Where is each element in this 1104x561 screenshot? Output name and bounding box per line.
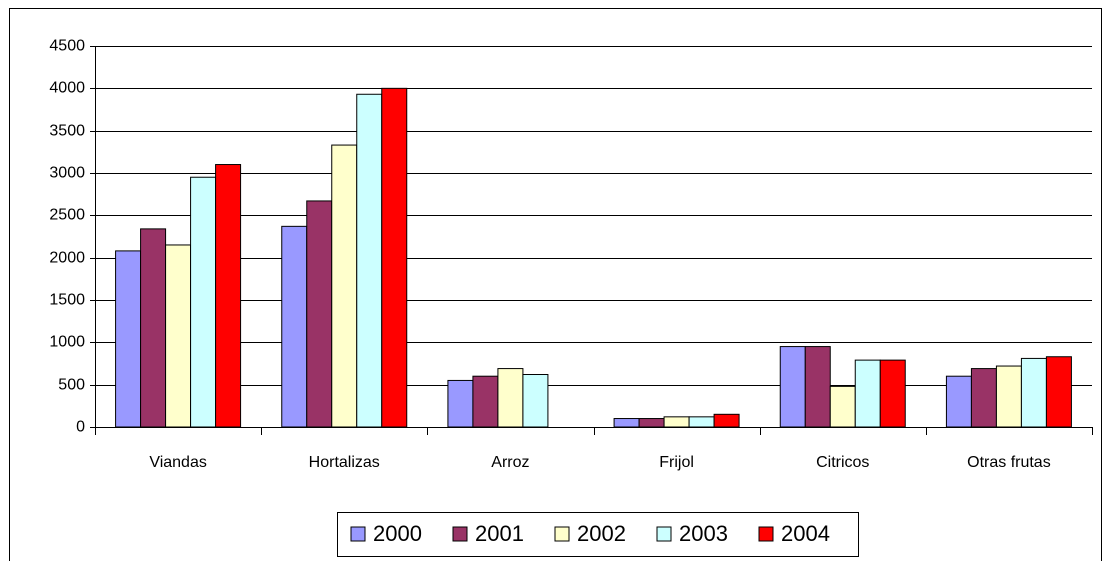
x-tick-label: Viandas <box>149 454 207 471</box>
y-tick-label: 0 <box>76 419 85 436</box>
y-tick-label: 500 <box>58 377 85 394</box>
legend-label: 2004 <box>781 521 830 546</box>
bar <box>190 176 217 428</box>
bar <box>995 365 1022 428</box>
bar <box>663 416 690 428</box>
bar <box>879 359 906 428</box>
bar <box>688 416 715 428</box>
y-tick-label: 2000 <box>49 250 85 267</box>
bar <box>115 250 142 428</box>
y-tick-label: 3500 <box>49 123 85 140</box>
y-tick-label: 2500 <box>49 207 85 224</box>
bar <box>854 359 881 428</box>
legend-swatch <box>554 526 570 542</box>
bar <box>829 385 856 428</box>
bar <box>306 200 333 428</box>
legend-label: 2002 <box>577 521 626 546</box>
bar <box>945 375 972 428</box>
bar <box>140 228 167 428</box>
bar <box>281 225 308 428</box>
bar <box>356 93 383 428</box>
legend-label: 2000 <box>373 521 422 546</box>
legend-swatch <box>452 526 468 542</box>
y-tick-label: 3000 <box>49 165 85 182</box>
bar <box>1020 357 1047 428</box>
bar <box>638 418 665 428</box>
chart-frame <box>9 8 1102 561</box>
y-tick-label: 1000 <box>49 334 85 351</box>
y-tick-label: 4000 <box>49 80 85 97</box>
bar <box>165 244 192 428</box>
bar <box>331 144 358 428</box>
y-tick-label: 1500 <box>49 292 85 309</box>
bar <box>447 379 474 428</box>
x-tick-label: Frijol <box>659 454 694 471</box>
legend-swatch <box>350 526 366 542</box>
bar <box>497 368 524 428</box>
bar <box>970 368 997 428</box>
legend-label: 2001 <box>475 521 524 546</box>
y-tick-label: 4500 <box>49 38 85 55</box>
legend-swatch <box>758 526 774 542</box>
x-tick-label: Hortalizas <box>309 454 380 471</box>
bar <box>381 87 408 428</box>
bar <box>215 164 242 428</box>
bar <box>713 413 740 428</box>
bar <box>522 374 549 428</box>
bar <box>472 375 499 428</box>
x-tick-label: Otras frutas <box>967 454 1051 471</box>
bar <box>613 418 640 428</box>
x-tick-label: Arroz <box>491 454 529 471</box>
legend-swatch <box>656 526 672 542</box>
bar <box>1045 356 1072 428</box>
bar <box>804 346 831 428</box>
legend-label: 2003 <box>679 521 728 546</box>
x-tick-label: Citricos <box>816 454 869 471</box>
bar <box>779 346 806 428</box>
